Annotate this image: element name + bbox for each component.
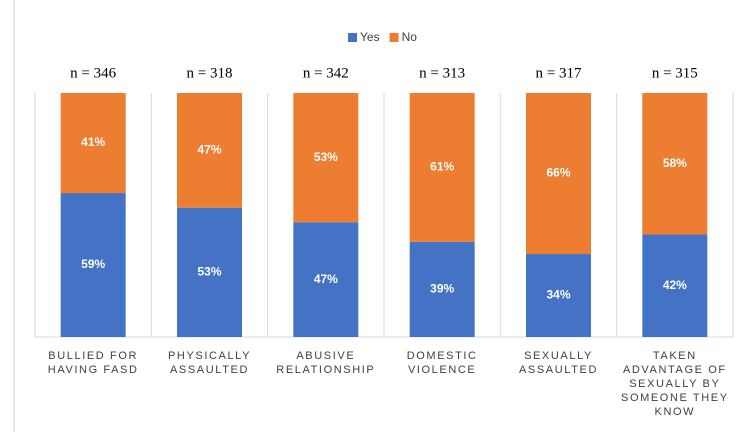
data-label: 42%: [663, 278, 687, 292]
bar-segment: [293, 222, 359, 337]
bar-segment: [409, 241, 475, 337]
x-tick-label: SEXUALLY: [524, 350, 593, 362]
data-label: 47%: [197, 143, 221, 157]
bar-segment: [293, 93, 359, 223]
x-tick-label: ADVANTAGE OF: [623, 364, 727, 376]
sample-size: n = 313: [419, 65, 465, 81]
bar-segment: [177, 93, 242, 208]
sample-size: n = 346: [70, 65, 116, 81]
legend-label: No: [402, 30, 418, 44]
data-label: 59%: [81, 257, 105, 271]
x-tick-label: SEXUALLY BY: [629, 378, 720, 390]
bar-segment: [409, 93, 475, 242]
bar-segment: [60, 193, 126, 337]
data-label: 58%: [663, 156, 687, 170]
sample-size: n = 317: [536, 65, 582, 81]
x-tick-label: ASSAULTED: [170, 364, 249, 376]
data-label: 41%: [81, 135, 105, 149]
x-tick-label: ABUSIVE: [296, 350, 355, 362]
x-tick-label: SOMEONE THEY: [621, 392, 729, 404]
x-tick-label: RELATIONSHIP: [276, 364, 375, 376]
x-tick-label: BULLIED FOR: [48, 350, 138, 362]
data-label: 53%: [197, 265, 221, 279]
bar-segment: [60, 93, 126, 194]
x-tick-label: DOMESTIC: [407, 350, 478, 362]
x-tick-label: ASSAULTED: [519, 364, 598, 376]
data-label: 66%: [546, 166, 570, 180]
x-tick-label: PHYSICALLY: [168, 350, 251, 362]
sample-size: n = 315: [652, 65, 698, 81]
bar-segment: [526, 254, 591, 337]
legend-label: Yes: [360, 30, 380, 44]
x-tick-label: TAKEN: [653, 350, 697, 362]
sample-size: n = 318: [187, 65, 233, 81]
data-label: 47%: [314, 272, 338, 286]
data-label: 53%: [314, 150, 338, 164]
x-tick-label: HAVING FASD: [48, 364, 139, 376]
legend-swatch: [348, 33, 357, 42]
bar-segment: [177, 207, 242, 337]
x-tick-label: KNOW: [655, 406, 696, 418]
bar-segment: [526, 93, 591, 255]
bar-segment: [642, 234, 708, 337]
data-label: 61%: [430, 160, 454, 174]
x-tick-label: VIOLENCE: [408, 364, 476, 376]
legend-swatch: [389, 33, 399, 42]
data-label: 34%: [546, 288, 570, 302]
sample-size: n = 342: [303, 65, 349, 81]
data-label: 39%: [430, 282, 454, 296]
bar-segment: [642, 93, 708, 235]
